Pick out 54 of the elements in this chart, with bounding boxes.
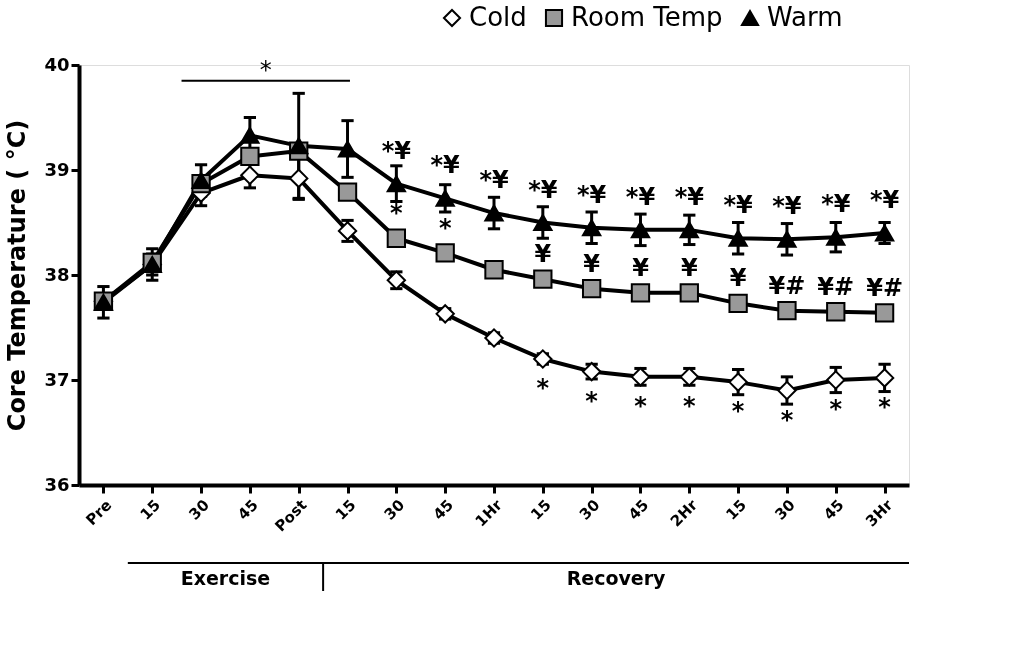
data-label: ¥# <box>768 271 806 300</box>
data-label: * <box>683 391 697 420</box>
x-tick-label: 45 <box>234 496 262 524</box>
data-label: *¥ <box>723 191 754 220</box>
data-label: ¥# <box>817 272 855 301</box>
data-label: ¥ <box>680 253 698 282</box>
data-label: *¥ <box>430 151 461 180</box>
data-label: * <box>536 374 550 402</box>
x-tick-label: 30 <box>380 496 409 524</box>
legend-label: Room Temp <box>571 2 723 32</box>
x-tick-label: 45 <box>429 496 457 524</box>
data-label: * <box>829 395 843 423</box>
data-label: *¥ <box>674 182 705 211</box>
x-tick-label: 30 <box>185 496 213 524</box>
data-label: ¥ <box>583 249 601 278</box>
y-tick-label: 40 <box>44 53 70 75</box>
y-tick-label: 38 <box>44 263 70 285</box>
x-tick-label: 30 <box>575 496 604 524</box>
y-tick-label: 37 <box>44 368 70 390</box>
x-tick-label: 45 <box>820 496 848 524</box>
x-tick-label: 15 <box>136 496 165 524</box>
data-label: *¥ <box>479 166 509 195</box>
data-label: * <box>731 397 745 426</box>
y-tick-label: 39 <box>44 158 70 180</box>
data-label: *¥ <box>528 175 558 204</box>
data-label: * <box>634 391 648 420</box>
text: Recovery <box>566 567 667 589</box>
data-label: *¥ <box>625 182 656 211</box>
data-label: ¥ <box>534 240 552 269</box>
data-label: *¥ <box>821 190 851 219</box>
data-label: *¥ <box>381 136 412 165</box>
x-tick-label: 15 <box>331 496 360 524</box>
data-label: *¥ <box>869 186 900 214</box>
x-tick-label: 15 <box>722 496 750 524</box>
data-label: ¥ <box>632 253 650 282</box>
x-tick-label: Pre <box>82 496 116 530</box>
data-label: * <box>878 392 892 421</box>
data-label: ¥ <box>729 264 747 293</box>
data-label: ¥# <box>866 273 903 302</box>
data-label: * <box>585 386 599 415</box>
data-label: *¥ <box>577 180 607 209</box>
legend-label: Warm <box>767 2 843 32</box>
data-label: *¥ <box>772 192 802 221</box>
data-label: * <box>390 199 404 228</box>
y-axis-title: Core Temperature ( °C) <box>3 119 32 432</box>
data-label: * <box>438 213 452 242</box>
legend-label: Cold <box>469 2 527 32</box>
x-tick-label: 45 <box>624 496 653 524</box>
data-label: * <box>780 405 794 434</box>
y-tick-label: 36 <box>44 473 70 495</box>
annotation: * <box>259 55 272 84</box>
x-tick-label: 15 <box>527 496 555 524</box>
text: Exercise <box>180 567 271 589</box>
x-tick-label: 30 <box>771 496 799 524</box>
